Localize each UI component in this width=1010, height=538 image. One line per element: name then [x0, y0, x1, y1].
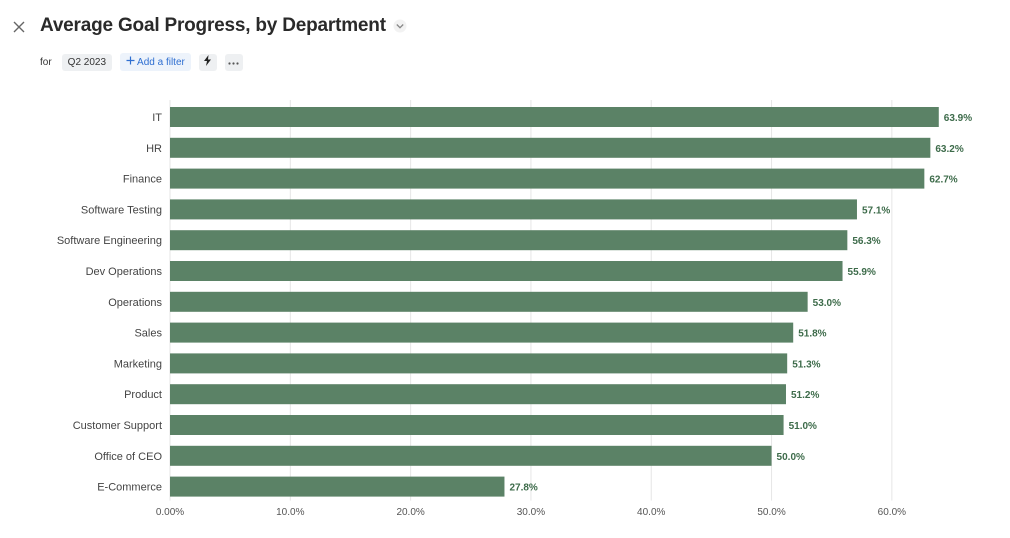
more-icon [228, 57, 239, 68]
value-label: 63.2% [935, 144, 963, 155]
category-label: Office of CEO [94, 451, 162, 463]
category-label: Finance [123, 174, 162, 186]
category-label: Dev Operations [86, 266, 163, 278]
add-filter-button[interactable]: Add a filter [120, 53, 191, 71]
bar[interactable] [170, 353, 788, 374]
for-label: for [40, 56, 52, 68]
bar[interactable] [170, 322, 794, 343]
category-label: Marketing [114, 358, 162, 370]
value-label: 62.7% [929, 175, 957, 186]
x-tick-label: 10.0% [276, 507, 304, 518]
report-header: Average Goal Progress, by Department for… [0, 0, 1010, 80]
x-tick-label: 50.0% [757, 507, 785, 518]
filter-bar: for Q2 2023 Add a filter [40, 52, 243, 72]
bar[interactable] [170, 107, 939, 127]
add-filter-label: Add a filter [137, 56, 185, 68]
value-label: 51.0% [789, 421, 817, 432]
more-options-button[interactable] [224, 53, 243, 71]
bar-chart-svg: IT HR Finance Software Testing Software Engi… [57, 100, 972, 518]
x-tick-label: 40.0% [637, 507, 665, 518]
close-icon [13, 20, 25, 38]
lightning-icon [203, 55, 212, 69]
x-axis-ticks: 0.00% 10.0% 20.0% 30.0% 40.0% 50.0% 60.0% [156, 507, 906, 518]
period-selector[interactable]: Q2 2023 [61, 53, 113, 71]
category-label: E-Commerce [97, 482, 162, 494]
category-label: Operations [108, 297, 162, 309]
bar[interactable] [170, 261, 843, 281]
bar[interactable] [170, 291, 808, 312]
close-button[interactable] [8, 18, 30, 40]
plus-icon [126, 56, 135, 68]
value-label: 63.9% [944, 113, 972, 124]
bar[interactable] [170, 199, 857, 220]
x-tick-label: 20.0% [396, 507, 424, 518]
bar-chart: IT HR Finance Software Testing Software Engi… [0, 90, 1010, 530]
value-label: 56.3% [852, 236, 880, 247]
bar[interactable] [170, 445, 772, 466]
value-label: 50.0% [777, 452, 805, 463]
quick-action-button[interactable] [198, 53, 217, 71]
category-label: IT [152, 112, 162, 124]
value-label: 57.1% [862, 205, 890, 216]
bar[interactable] [170, 476, 505, 497]
page-title: Average Goal Progress, by Department [40, 15, 386, 36]
bar[interactable] [170, 384, 786, 405]
category-labels: IT HR Finance Software Testing Software Engi… [57, 112, 163, 494]
value-label: 27.8% [509, 483, 537, 494]
bar[interactable] [170, 415, 784, 435]
bar[interactable] [170, 137, 931, 158]
value-label: 51.2% [791, 390, 819, 401]
title-menu-button[interactable] [391, 19, 409, 37]
value-labels: 63.9% 63.2% 62.7% 57.1% 56.3% 55.9% 53.0% 51.8%… [509, 113, 972, 494]
chevron-down-icon [393, 19, 407, 38]
bar[interactable] [170, 230, 848, 251]
bars [170, 107, 939, 497]
x-tick-label: 30.0% [517, 507, 545, 518]
value-label: 53.0% [813, 298, 841, 309]
bar[interactable] [170, 168, 925, 189]
category-label: Software Testing [81, 204, 162, 216]
x-tick-label: 60.0% [878, 507, 906, 518]
category-label: Product [124, 389, 162, 401]
value-label: 51.8% [798, 329, 826, 340]
x-tick-label: 0.00% [156, 507, 184, 518]
value-label: 51.3% [792, 359, 820, 370]
category-label: Customer Support [73, 420, 162, 432]
category-label: Sales [134, 328, 162, 340]
value-label: 55.9% [848, 267, 876, 278]
category-label: Software Engineering [57, 235, 162, 247]
category-label: HR [146, 143, 162, 155]
